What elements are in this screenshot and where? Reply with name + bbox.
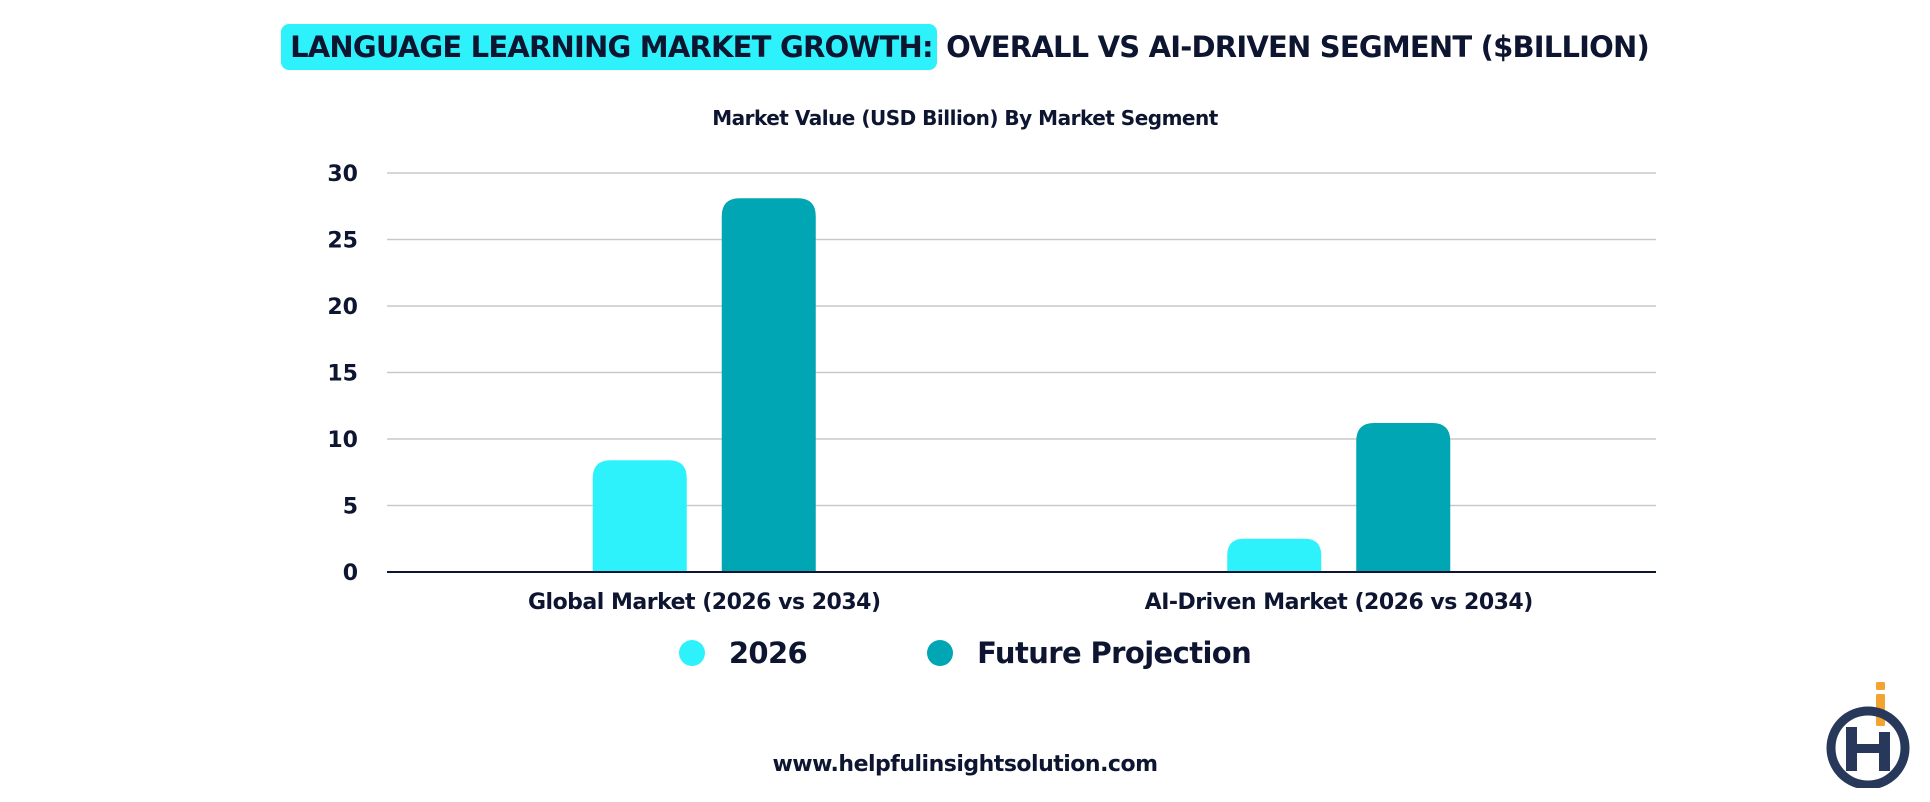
y-tick-label: 0 <box>343 561 358 586</box>
bar-projection-0 <box>721 198 816 572</box>
y-tick-label: 15 <box>327 362 358 387</box>
y-tick-label: 20 <box>327 295 358 320</box>
chart-title-highlight: LANGUAGE LEARNING MARKET GROWTH: <box>281 24 937 70</box>
legend-label: 2026 <box>728 636 808 670</box>
legend-item: 2026 <box>678 636 808 670</box>
logo-ring-icon <box>1826 706 1910 788</box>
bar-current-1 <box>1227 538 1322 572</box>
gridlines <box>387 172 1656 507</box>
legend-label: Future Projection <box>977 636 1252 670</box>
y-axis-ticks: 0 5 10 15 20 25 30 <box>327 162 358 586</box>
bar-current-0 <box>592 460 687 572</box>
logo-h-mid-icon <box>1846 744 1890 753</box>
legend-item: Future Projection <box>927 636 1252 670</box>
y-tick-label: 5 <box>343 495 358 520</box>
legend-swatch-icon <box>927 640 954 666</box>
bars <box>592 198 1451 572</box>
y-tick-label: 30 <box>327 162 358 187</box>
logo-dot-icon <box>1876 682 1885 690</box>
chart-subtitle: Market Value (USD Billion) By Market Seg… <box>712 106 1218 130</box>
chart-title-rest: OVERALL VS AI-DRIVEN SEGMENT ($BILLION) <box>936 30 1650 64</box>
chart-legend: 2026 Future Projection <box>0 636 1930 670</box>
helpful-insight-logo-icon <box>1826 682 1910 788</box>
legend-swatch-icon <box>678 640 705 666</box>
bar-projection-1 <box>1356 423 1451 572</box>
x-category-label: AI-Driven Market (2026 vs 2034) <box>1145 590 1533 615</box>
x-axis-categories: Global Market (2026 vs 2034) AI-Driven Ma… <box>528 590 1533 615</box>
x-category-label: Global Market (2026 vs 2034) <box>528 590 881 615</box>
y-tick-label: 25 <box>327 229 358 254</box>
y-tick-label: 10 <box>327 428 358 453</box>
website-url: www.helpfulinsightsolution.com <box>772 752 1158 777</box>
chart-title: LANGUAGE LEARNING MARKET GROWTH: OVERALL… <box>0 24 1930 70</box>
